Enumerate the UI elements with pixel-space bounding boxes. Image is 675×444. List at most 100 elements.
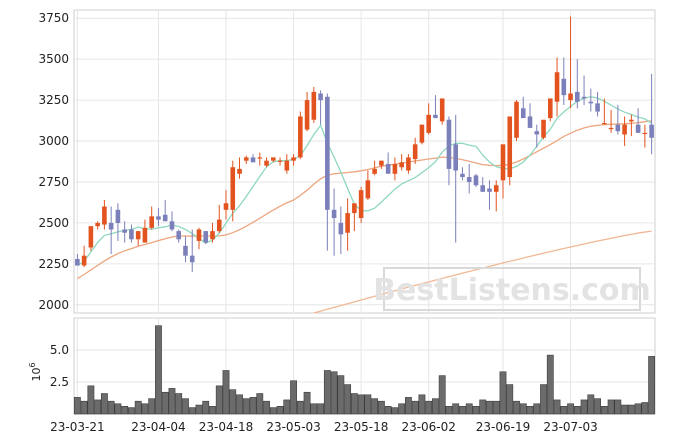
candle	[169, 211, 175, 232]
y-tick-label: 2250	[38, 257, 69, 271]
volume-bar	[114, 403, 122, 415]
volume-bar	[269, 407, 277, 415]
candle-body	[541, 119, 546, 138]
volume-bar	[398, 403, 406, 415]
candle-body	[108, 222, 114, 230]
volume-bar	[418, 394, 426, 415]
volume-bar	[107, 400, 115, 415]
candle-body	[642, 132, 648, 135]
candle-body	[358, 190, 364, 219]
candle-body	[95, 222, 100, 227]
candle	[541, 119, 546, 140]
candle-body	[561, 78, 567, 96]
candle	[311, 86, 317, 124]
volume-bar	[263, 400, 270, 415]
candle	[216, 204, 222, 233]
volume-bar	[438, 375, 446, 415]
candle	[412, 137, 418, 164]
candle-body	[453, 144, 459, 171]
watermark-text: BestListens.com	[373, 273, 651, 308]
volume-bar	[344, 384, 352, 415]
candle	[520, 96, 526, 119]
candle-body	[210, 231, 215, 240]
volume-bar	[182, 398, 189, 415]
candle	[277, 157, 283, 166]
candle	[318, 90, 323, 125]
candle-body	[372, 168, 377, 174]
candle-body	[129, 229, 134, 240]
candle	[129, 224, 134, 243]
candle-body	[622, 124, 627, 135]
candle-body	[385, 163, 391, 174]
volume-bar	[614, 399, 622, 415]
volume-unit-exponent: 6	[28, 362, 37, 367]
volume-bar	[546, 354, 554, 415]
candle-body	[230, 167, 236, 210]
watermark: BestListens.com	[373, 267, 651, 311]
volume-bar	[229, 389, 237, 415]
candle-body	[203, 231, 209, 243]
volume-bar	[580, 399, 588, 415]
candle-body	[629, 119, 634, 122]
volume-bar	[425, 400, 433, 415]
candle	[514, 100, 519, 142]
candle-body	[115, 209, 121, 223]
candle	[493, 180, 499, 212]
candle-body	[581, 96, 587, 99]
candle	[568, 16, 573, 109]
candle	[426, 103, 431, 135]
x-tick-label: 23-07-03	[543, 420, 597, 434]
candle-body	[156, 216, 161, 220]
candle-body	[169, 221, 175, 230]
candle	[365, 170, 371, 200]
candle-body	[615, 124, 621, 132]
candle-body	[426, 114, 431, 133]
volume-bar	[459, 406, 466, 415]
volume-bar	[155, 325, 162, 415]
volume-bar	[276, 406, 284, 415]
volume-bar	[492, 400, 500, 415]
candle	[149, 206, 154, 230]
volume-tick-label: 5.0	[50, 343, 69, 357]
candle-body	[304, 100, 310, 130]
candle	[95, 221, 100, 230]
candle-body	[102, 206, 107, 225]
price-panel: 2000 2250 2500 2750 3000 3250 3500 3750	[38, 9, 656, 314]
candle	[588, 88, 594, 112]
candle-body	[257, 157, 263, 159]
volume-bar	[560, 406, 568, 415]
candle-body	[473, 175, 479, 186]
volume-bar	[391, 407, 399, 415]
volume-bar	[377, 400, 385, 415]
candle	[642, 124, 648, 148]
volume-bar	[215, 385, 223, 415]
y-tick-label: 2500	[38, 216, 69, 230]
candle-body	[554, 72, 560, 102]
y-tick-label: 3500	[38, 52, 69, 66]
candle	[230, 160, 236, 222]
candle-body	[264, 160, 269, 166]
candle-body	[392, 163, 398, 174]
candle	[385, 152, 391, 174]
volume-bar	[222, 370, 230, 415]
candle	[622, 116, 627, 146]
candle	[379, 160, 384, 169]
price-plot-area	[73, 9, 656, 314]
volume-bar	[209, 406, 216, 415]
candle-body	[338, 222, 344, 235]
candle-body	[379, 160, 384, 166]
volume-bar	[371, 398, 379, 415]
candle	[115, 203, 121, 241]
candle	[75, 254, 80, 266]
candle	[358, 186, 364, 223]
candle	[298, 111, 303, 160]
candle	[500, 144, 506, 199]
volume-bar	[479, 399, 487, 415]
candle	[81, 245, 87, 268]
y-tick-label: 2000	[38, 298, 69, 312]
candle	[595, 91, 600, 117]
candle-body	[527, 116, 533, 128]
volume-bar	[317, 403, 324, 415]
candle	[507, 116, 513, 186]
candle-body	[649, 124, 654, 138]
